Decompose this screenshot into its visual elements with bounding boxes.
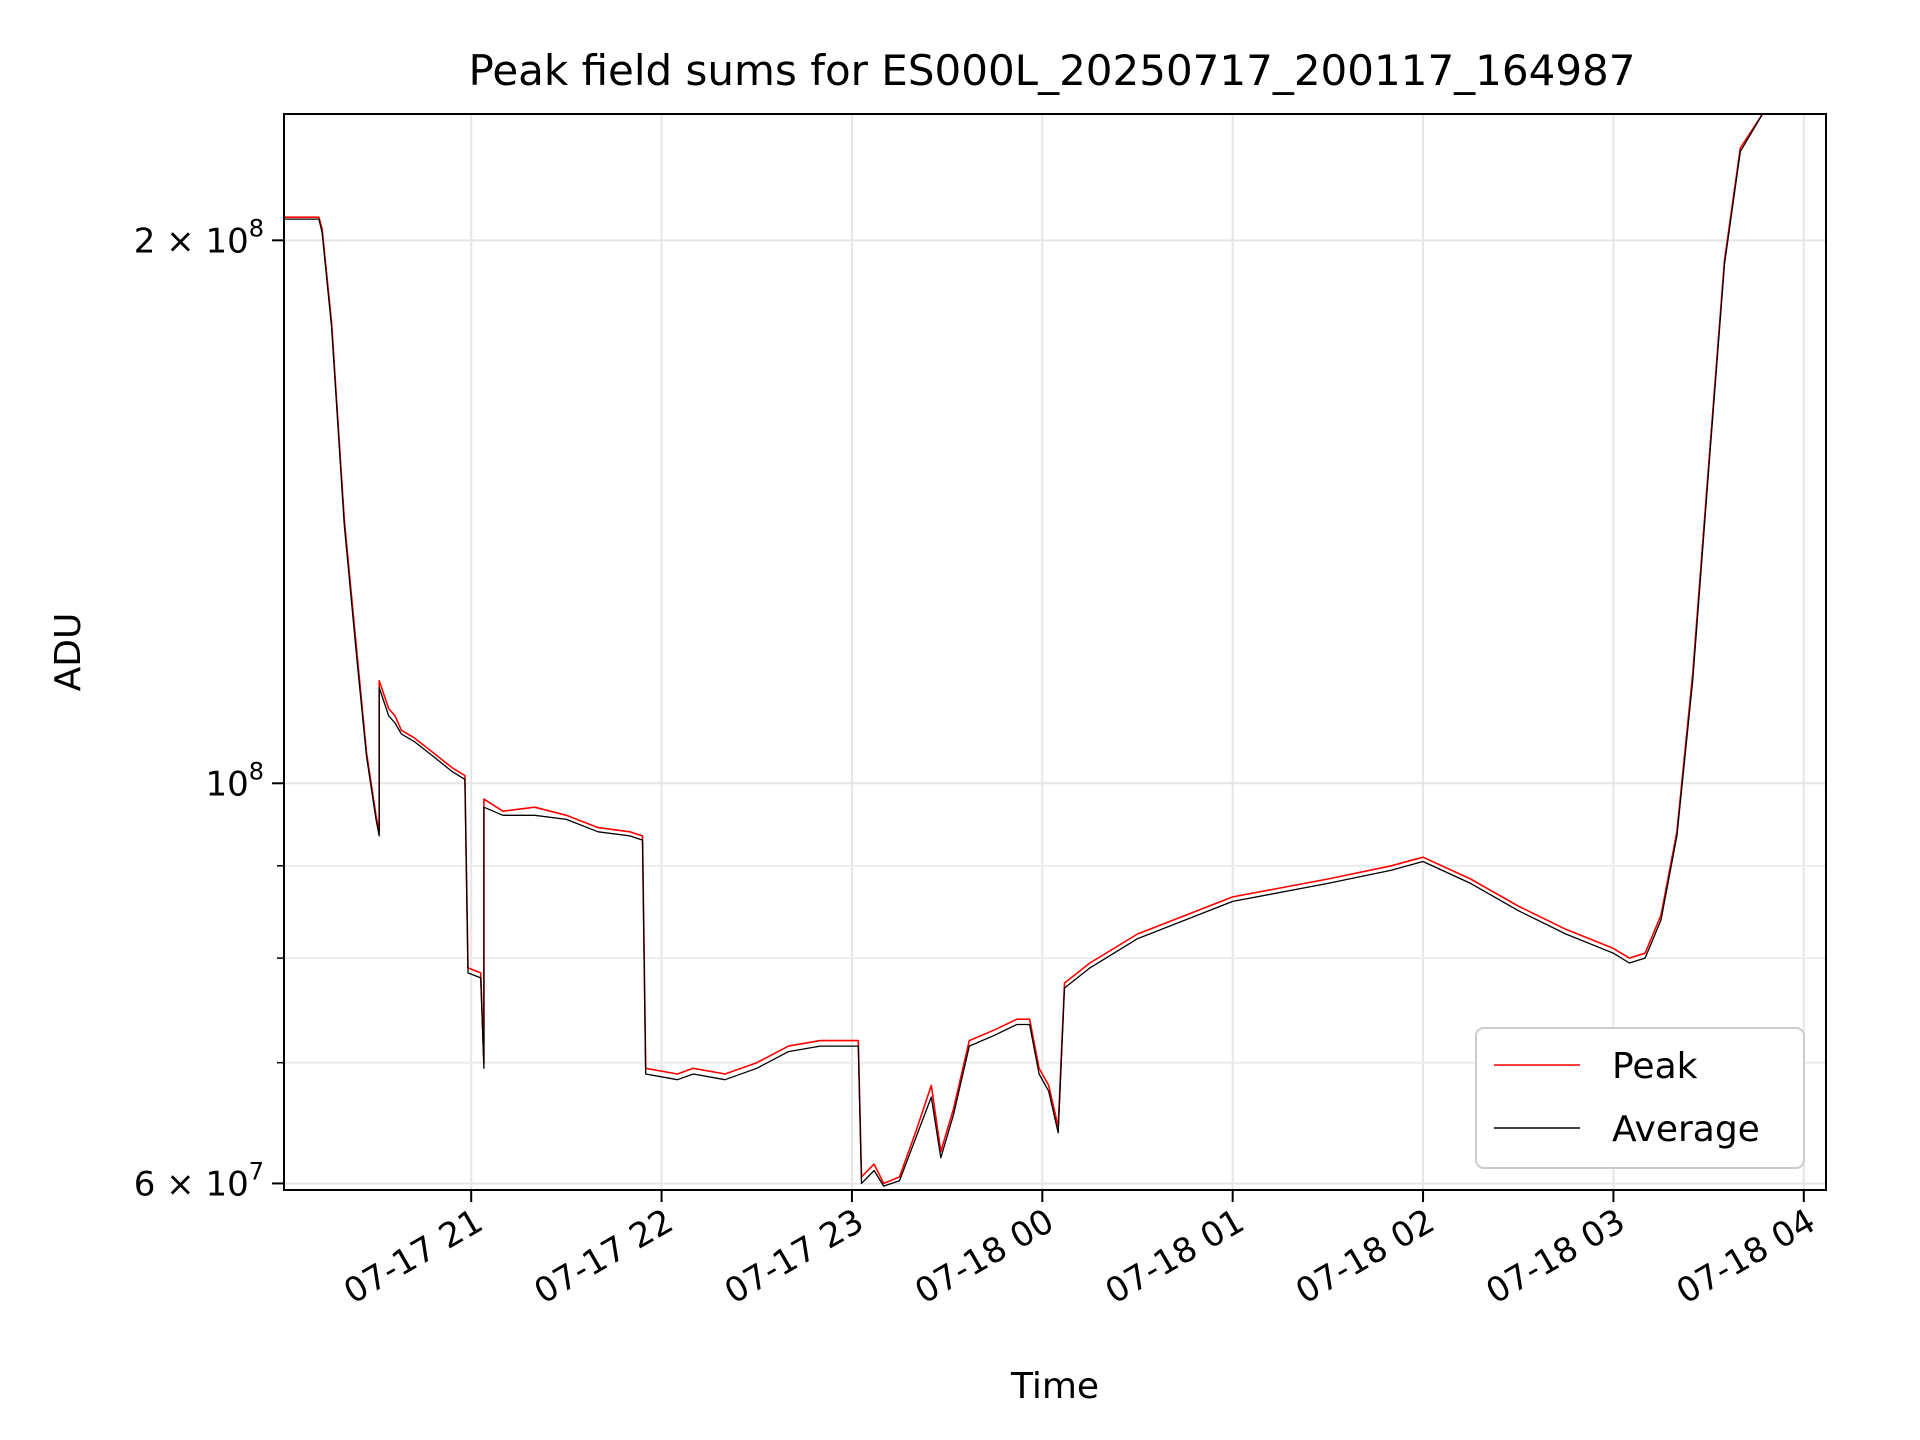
legend-label-peak: Peak — [1612, 1046, 1698, 1087]
legend-box — [1475, 1027, 1805, 1169]
y-tick-label: 108 — [205, 757, 264, 804]
grid — [284, 114, 1826, 1190]
series-layer — [284, 113, 1826, 1187]
legend: Peak Average — [1475, 1027, 1805, 1169]
series-line-average — [284, 113, 1826, 1187]
legend-label-average: Average — [1612, 1109, 1760, 1150]
y-axis: 6 × 107 108 2 × 108 — [134, 214, 284, 1204]
x-axis-label: Time — [1010, 1366, 1099, 1407]
y-tick-label: 2 × 108 — [134, 214, 264, 261]
y-axis-label: ADU — [48, 613, 89, 692]
chart-title: Peak field sums for ES000L_20250717_2001… — [469, 46, 1636, 95]
plot-frame — [283, 113, 1827, 1191]
y-tick-label: 6 × 107 — [134, 1157, 264, 1204]
